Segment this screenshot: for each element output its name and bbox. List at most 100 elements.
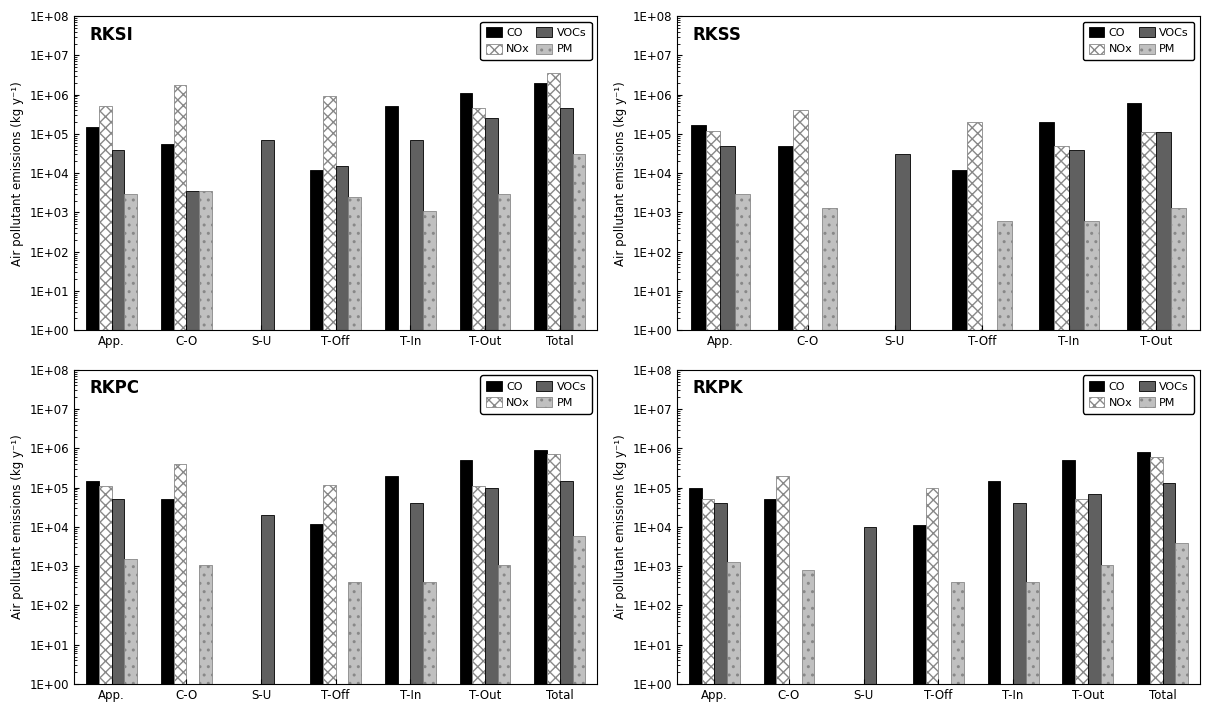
Bar — [323, 96, 335, 713]
Bar — [534, 83, 547, 713]
Bar — [1087, 493, 1101, 713]
Bar — [793, 111, 808, 713]
Bar — [951, 582, 964, 713]
Bar — [573, 155, 585, 713]
Bar — [1000, 684, 1014, 713]
Bar — [385, 476, 397, 713]
Bar — [1069, 150, 1084, 713]
Bar — [808, 330, 822, 713]
Bar — [486, 118, 498, 713]
Bar — [865, 330, 880, 713]
Bar — [1075, 500, 1087, 713]
Bar — [968, 122, 982, 713]
Bar — [1126, 103, 1142, 713]
Bar — [982, 330, 997, 713]
Bar — [802, 570, 814, 713]
Text: RKSI: RKSI — [90, 26, 133, 43]
Bar — [547, 454, 559, 713]
Bar — [349, 197, 361, 713]
Bar — [349, 582, 361, 713]
Bar — [173, 85, 186, 713]
Bar — [721, 145, 735, 713]
Y-axis label: Air pollutant emissions (kg y⁻¹): Air pollutant emissions (kg y⁻¹) — [11, 81, 24, 265]
Bar — [472, 108, 486, 713]
Bar — [1137, 452, 1149, 713]
Bar — [777, 145, 793, 713]
Bar — [559, 481, 573, 713]
Bar — [788, 684, 802, 713]
Bar — [714, 503, 727, 713]
Bar — [460, 93, 472, 713]
Bar — [895, 155, 909, 713]
Bar — [1157, 133, 1171, 713]
Bar — [909, 330, 924, 713]
Bar — [925, 488, 939, 713]
Text: RKPK: RKPK — [693, 379, 744, 397]
Bar — [199, 191, 212, 713]
Bar — [776, 476, 788, 713]
Bar — [186, 191, 199, 713]
Bar — [335, 684, 349, 713]
Bar — [1149, 457, 1163, 713]
Bar — [99, 486, 111, 713]
Bar — [260, 515, 274, 713]
Bar — [573, 535, 585, 713]
Bar — [939, 684, 951, 713]
Bar — [1171, 208, 1186, 713]
Bar — [248, 330, 260, 713]
Bar — [851, 684, 863, 713]
Bar — [397, 330, 411, 713]
Bar — [547, 73, 559, 713]
Bar — [111, 150, 125, 713]
Bar — [173, 464, 186, 713]
Bar — [1055, 145, 1069, 713]
Bar — [248, 684, 260, 713]
Bar — [1084, 221, 1098, 713]
Legend: CO, NOx, VOCs, PM: CO, NOx, VOCs, PM — [1083, 21, 1194, 60]
Bar — [199, 565, 212, 713]
Bar — [99, 106, 111, 713]
Bar — [335, 166, 349, 713]
Legend: CO, NOx, VOCs, PM: CO, NOx, VOCs, PM — [1083, 375, 1194, 414]
Bar — [236, 684, 248, 713]
Bar — [125, 559, 137, 713]
Bar — [1062, 460, 1075, 713]
Text: RKPC: RKPC — [90, 379, 139, 397]
Text: RKSS: RKSS — [693, 26, 741, 43]
Bar — [472, 486, 486, 713]
Y-axis label: Air pollutant emissions (kg y⁻¹): Air pollutant emissions (kg y⁻¹) — [11, 434, 24, 620]
Bar — [161, 144, 173, 713]
Bar — [86, 127, 99, 713]
Bar — [690, 125, 706, 713]
Bar — [423, 582, 436, 713]
Bar — [559, 108, 573, 713]
Bar — [310, 170, 323, 713]
Bar — [274, 330, 286, 713]
Bar — [534, 450, 547, 713]
Bar — [1039, 122, 1055, 713]
Legend: CO, NOx, VOCs, PM: CO, NOx, VOCs, PM — [481, 21, 592, 60]
Bar — [323, 485, 335, 713]
Bar — [838, 684, 851, 713]
Bar — [913, 525, 925, 713]
Bar — [423, 211, 436, 713]
Bar — [125, 194, 137, 713]
Bar — [997, 221, 1011, 713]
Bar — [498, 565, 511, 713]
Bar — [880, 330, 895, 713]
Bar — [1175, 543, 1188, 713]
Bar — [411, 503, 423, 713]
Legend: CO, NOx, VOCs, PM: CO, NOx, VOCs, PM — [481, 375, 592, 414]
Bar — [1163, 483, 1175, 713]
Y-axis label: Air pollutant emissions (kg y⁻¹): Air pollutant emissions (kg y⁻¹) — [614, 434, 627, 620]
Bar — [952, 170, 968, 713]
Bar — [1014, 503, 1026, 713]
Y-axis label: Air pollutant emissions (kg y⁻¹): Air pollutant emissions (kg y⁻¹) — [614, 81, 627, 265]
Bar — [274, 684, 286, 713]
Bar — [186, 684, 199, 713]
Bar — [988, 481, 1000, 713]
Bar — [1142, 133, 1157, 713]
Bar — [385, 106, 397, 713]
Bar — [689, 488, 701, 713]
Bar — [260, 140, 274, 713]
